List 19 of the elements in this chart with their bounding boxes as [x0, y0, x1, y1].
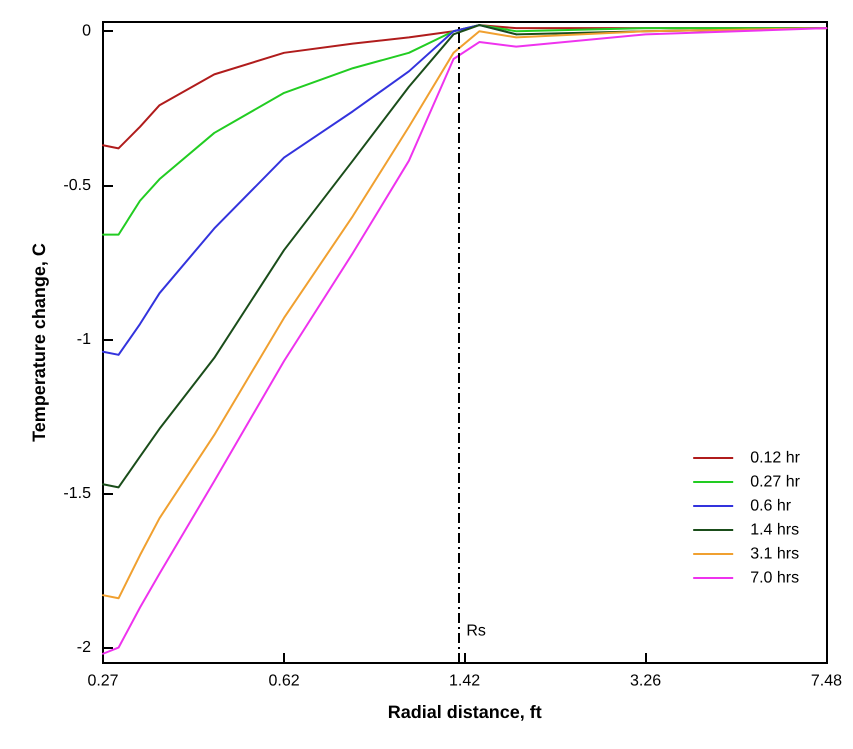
y-tick-label: -2 — [76, 639, 92, 656]
y-tick-label: -1.5 — [63, 485, 92, 502]
y-tick-label: 0 — [82, 22, 92, 40]
y-axis-title: Temperature change, C — [29, 243, 49, 442]
x-tick-label: 0.27 — [87, 672, 119, 690]
x-tick-label: 3.26 — [630, 672, 662, 690]
x-axis-title: Radial distance, ft — [388, 702, 542, 722]
legend-label: 3.1 hrs — [750, 546, 800, 562]
x-tick-label: 1.42 — [448, 672, 480, 690]
y-tick-label: -1 — [76, 330, 92, 348]
y-tick-label: -0.5 — [63, 176, 92, 194]
legend-label: 0.12 hr — [750, 450, 801, 466]
legend-label: 1.4 hrs — [750, 522, 800, 538]
legend-label: 0.6 hr — [750, 498, 792, 514]
x-tick-label: 7.48 — [810, 672, 842, 690]
legend-label: 7.0 hrs — [750, 570, 800, 586]
legend-label: 0.27 hr — [750, 474, 801, 490]
x-tick-label: 0.62 — [268, 672, 300, 690]
ref-line-label: Rs — [466, 622, 486, 640]
